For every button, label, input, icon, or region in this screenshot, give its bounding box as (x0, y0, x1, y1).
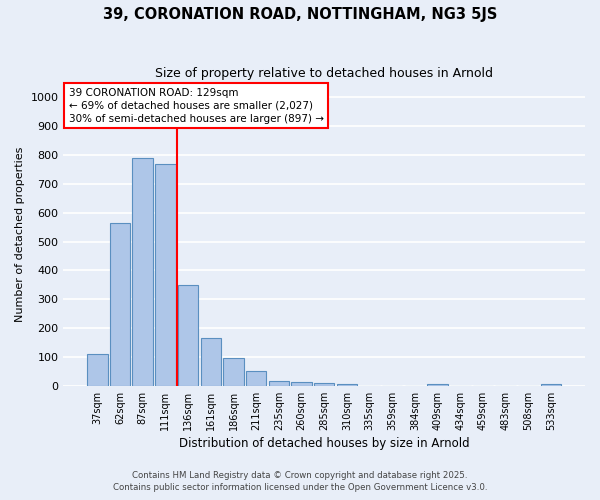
Bar (314, 383, 334, 386)
Text: 39 CORONATION ROAD: 129sqm
← 69% of detached houses are smaller (2,027)
30% of s: 39 CORONATION ROAD: 129sqm ← 69% of deta… (68, 88, 323, 124)
Bar (178, 285, 198, 386)
Title: Size of property relative to detached houses in Arnold: Size of property relative to detached ho… (155, 68, 493, 80)
Bar (269, 380, 289, 386)
Bar (427, 384, 448, 386)
Bar (292, 382, 312, 386)
Bar (155, 164, 176, 386)
Text: Contains HM Land Registry data © Crown copyright and database right 2025.
Contai: Contains HM Land Registry data © Crown c… (113, 471, 487, 492)
Bar (337, 384, 357, 386)
Bar (133, 158, 153, 386)
Bar (87, 354, 107, 386)
Bar (541, 384, 561, 386)
Bar (200, 338, 221, 386)
X-axis label: Distribution of detached houses by size in Arnold: Distribution of detached houses by size … (179, 437, 470, 450)
Bar (223, 358, 244, 386)
Y-axis label: Number of detached properties: Number of detached properties (15, 147, 25, 322)
Bar (110, 223, 130, 386)
Text: 39, CORONATION ROAD, NOTTINGHAM, NG3 5JS: 39, CORONATION ROAD, NOTTINGHAM, NG3 5JS (103, 8, 497, 22)
Bar (246, 371, 266, 386)
